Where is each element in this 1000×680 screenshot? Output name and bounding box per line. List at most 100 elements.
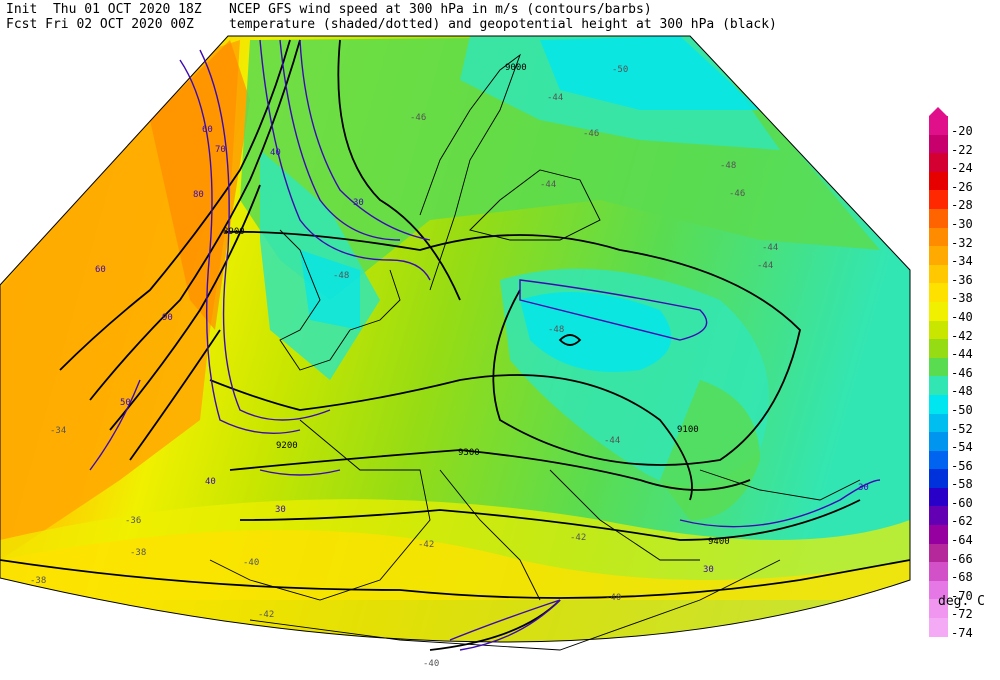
legend-label: -68 xyxy=(951,570,973,585)
wind-label: 30 xyxy=(703,565,714,575)
height-label: 9300 xyxy=(458,448,480,458)
legend-swatch xyxy=(929,227,948,247)
title-line-2: temperature (shaded/dotted) and geopoten… xyxy=(229,17,777,32)
legend-entry: -20 xyxy=(929,107,999,137)
temp-label: -42 xyxy=(418,540,434,550)
legend-swatch xyxy=(929,376,948,395)
height-labels: 8900 9000 9100 9200 9300 9400 xyxy=(223,63,730,547)
legend-label: -58 xyxy=(951,477,973,492)
wind-label: 30 xyxy=(353,198,364,208)
legend-swatch xyxy=(929,301,948,321)
legend-entry: -22 xyxy=(929,134,999,157)
temp-label: -38 xyxy=(30,576,46,586)
temperature-legend: -20 -22 -24 -26 -28 -30 -32 -34 -36 -38 -40 -42 -44 -… xyxy=(929,107,999,641)
wind-label: 50 xyxy=(120,398,131,408)
legend-label: -64 xyxy=(951,533,973,548)
legend-entry: -72 xyxy=(929,599,999,622)
height-label: 9000 xyxy=(505,63,527,73)
legend-swatch xyxy=(929,320,948,340)
legend-label: -26 xyxy=(951,179,973,194)
wind-contours xyxy=(89,39,881,651)
height-label: 9100 xyxy=(677,425,699,435)
temp-label: -44 xyxy=(762,243,778,253)
legend-label: -46 xyxy=(951,365,973,380)
legend-swatch xyxy=(929,432,948,451)
legend-swatch xyxy=(929,394,948,414)
legend-label: -52 xyxy=(951,421,973,436)
wind-label: 30 xyxy=(275,505,286,515)
legend-label: -62 xyxy=(951,514,973,529)
legend-label: -66 xyxy=(951,551,973,566)
legend-swatch xyxy=(929,562,948,581)
coastlines xyxy=(209,53,861,651)
legend-entry: -70 xyxy=(929,580,999,603)
legend-label: -50 xyxy=(951,402,973,417)
legend-entry: -34 xyxy=(929,246,999,269)
wind-label: 80 xyxy=(193,190,204,200)
map-title: NCEP GFS wind speed at 300 hPa in m/s (c… xyxy=(229,2,777,32)
title-line-1: NCEP GFS wind speed at 300 hPa in m/s (c… xyxy=(229,2,652,17)
legend-swatch xyxy=(929,246,948,265)
legend-label: -22 xyxy=(951,142,973,157)
legend-label: -72 xyxy=(951,607,973,622)
init-time: Init Thu 01 OCT 2020 18Z xyxy=(6,2,202,17)
legend-label: -56 xyxy=(951,458,973,473)
height-contours xyxy=(0,39,911,651)
temp-label: -38 xyxy=(130,548,146,558)
legend-label: -30 xyxy=(951,216,973,231)
temp-label: -42 xyxy=(570,533,586,543)
temp-label: -44 xyxy=(540,180,556,190)
legend-entry: -26 xyxy=(929,171,999,194)
legend-label: -54 xyxy=(951,440,973,455)
legend-label: -60 xyxy=(951,495,973,510)
legend-swatch xyxy=(929,599,948,619)
legend-swatch xyxy=(929,116,948,135)
wind-label: 70 xyxy=(215,145,226,155)
legend-entry: -56 xyxy=(929,450,999,473)
temp-label: -48 xyxy=(333,271,349,281)
temp-label: -44 xyxy=(604,436,620,446)
temp-label: -44 xyxy=(757,261,773,271)
legend-swatch xyxy=(929,506,948,526)
legend-swatch xyxy=(929,413,948,433)
legend-swatch xyxy=(929,283,948,302)
legend-entry: -68 xyxy=(929,562,999,585)
height-label: 9400 xyxy=(708,537,730,547)
legend-swatch xyxy=(929,153,948,172)
wind-label: 40 xyxy=(205,477,216,487)
legend-units: deg. C xyxy=(938,594,985,609)
legend-swatch xyxy=(929,450,948,470)
legend-label: -24 xyxy=(951,161,973,176)
legend-swatch xyxy=(929,487,948,507)
legend-entry: -66 xyxy=(929,543,999,566)
temp-label: -40 xyxy=(423,659,439,669)
legend-label: -40 xyxy=(951,309,973,324)
legend-swatch xyxy=(929,618,948,637)
temp-label: -48 xyxy=(548,325,564,335)
legend-label: -70 xyxy=(951,588,973,603)
temperature-shading xyxy=(0,36,910,643)
wind-label: 90 xyxy=(162,313,173,323)
legend-label: -28 xyxy=(951,198,973,213)
temp-label: -42 xyxy=(258,610,274,620)
legend-swatch xyxy=(929,339,948,358)
temp-label: -46 xyxy=(410,113,426,123)
wind-label: 60 xyxy=(95,265,106,275)
legend-swatch xyxy=(929,357,948,377)
legend-entry: -30 xyxy=(929,208,999,231)
legend-entry: -60 xyxy=(929,487,999,510)
legend-label: -34 xyxy=(951,254,973,269)
temp-label: -48 xyxy=(720,161,736,171)
legend-entry: -52 xyxy=(929,413,999,436)
height-label: 9200 xyxy=(276,441,298,451)
temp-label: -46 xyxy=(583,129,599,139)
legend-swatch xyxy=(929,171,948,191)
legend-entry: -64 xyxy=(929,525,999,548)
legend-entry: -40 xyxy=(929,301,999,324)
legend-entry: -50 xyxy=(929,394,999,417)
legend-swatch xyxy=(929,208,948,228)
legend-entry: -28 xyxy=(929,190,999,213)
legend-label: -36 xyxy=(951,272,973,287)
legend-label: -74 xyxy=(951,626,973,641)
